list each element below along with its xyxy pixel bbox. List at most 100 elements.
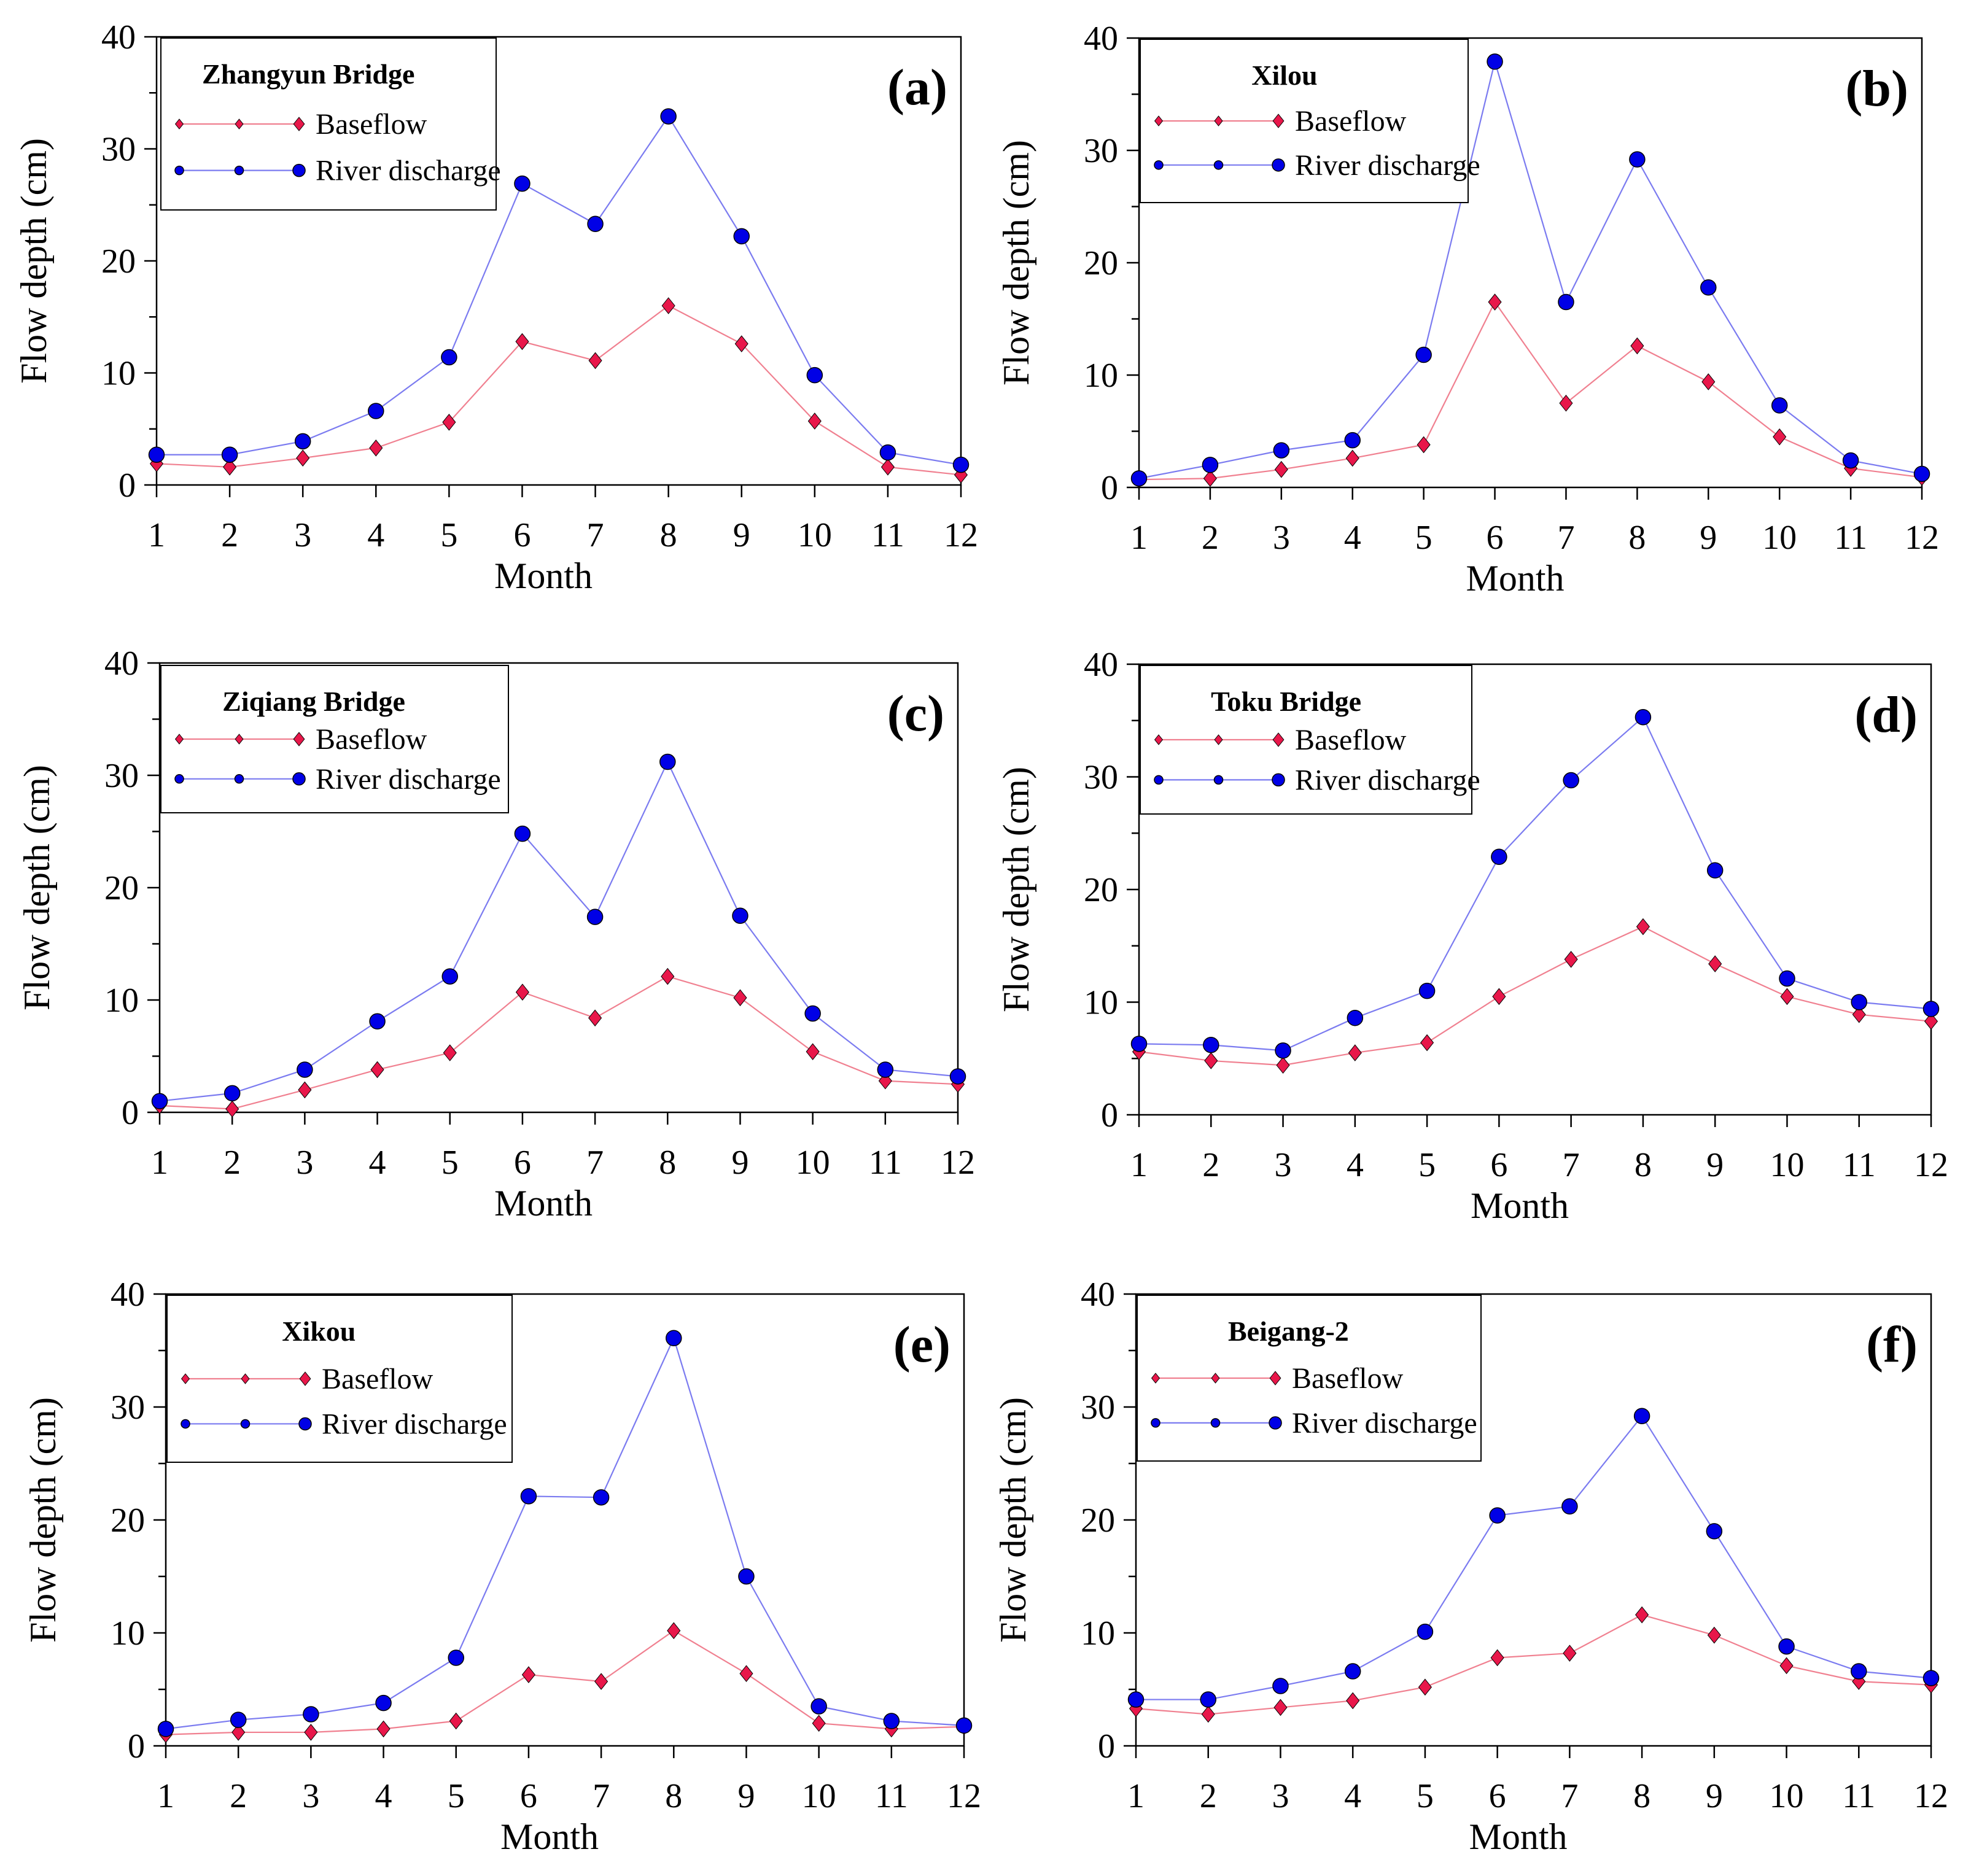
legend-station-name: Beigang-2 [1228, 1316, 1349, 1347]
baseflow-point [298, 1081, 312, 1099]
river-discharge-point [1635, 708, 1652, 726]
river-discharge-point [375, 1694, 392, 1711]
legend-marker [1269, 1371, 1281, 1386]
river-discharge-point [1913, 465, 1930, 483]
legend-marker [1211, 1373, 1220, 1384]
x-tick-label: 2 [1202, 1146, 1219, 1184]
legend-marker [174, 118, 184, 130]
x-tick-label: 2 [224, 1144, 241, 1182]
panel-letter: (f) [1866, 1316, 1918, 1373]
x-tick-label: 1 [1130, 1146, 1148, 1184]
legend-marker [181, 1373, 190, 1384]
legend: Xilou Baseflow River discharge [1140, 39, 1480, 203]
panel-letter: (c) [887, 685, 944, 742]
x-tick-label: 2 [1200, 1777, 1217, 1815]
legend-marker [1272, 773, 1285, 787]
legend-marker [293, 732, 305, 746]
legend-marker [293, 117, 305, 131]
x-tick-label: 7 [586, 1144, 604, 1182]
x-tick-label: 6 [1487, 519, 1504, 557]
river-discharge-point [949, 1068, 966, 1085]
series-line-river-discharge [1138, 716, 1932, 1052]
x-tick-label: 4 [1344, 519, 1361, 557]
baseflow-point [1708, 955, 1722, 972]
river-discharge-point [1200, 1691, 1216, 1708]
x-tick-label: 5 [1417, 1777, 1434, 1815]
river-discharge-point [1347, 1009, 1364, 1026]
river-discharge-point [1842, 452, 1859, 469]
baseflow-point [1203, 470, 1217, 487]
legend-marker [298, 1417, 312, 1431]
baseflow-point [442, 413, 456, 431]
y-axis-title: Flow depth (cm) [23, 1397, 63, 1643]
x-tick-label: 3 [294, 516, 311, 554]
river-discharge-point [883, 1713, 900, 1729]
river-discharge-point [877, 1061, 894, 1078]
baseflow-point [734, 335, 748, 352]
river-discharge-point [593, 1489, 610, 1506]
legend-label-river-discharge: River discharge [316, 155, 501, 187]
x-tick-label: 8 [1628, 519, 1646, 557]
x-tick-label: 9 [1706, 1146, 1724, 1184]
x-tick-label: 7 [593, 1777, 610, 1815]
legend-marker [174, 734, 184, 745]
y-tick-label: 40 [1081, 1276, 1115, 1314]
river-discharge-point [804, 1005, 821, 1022]
y-tick-label: 0 [122, 1094, 139, 1132]
series-line-river-discharge [159, 760, 958, 1102]
baseflow-point [1564, 950, 1578, 968]
legend-station-name: Ziqiang Bridge [222, 686, 405, 717]
x-tick-label: 1 [151, 1144, 168, 1182]
river-discharge-point [1127, 1691, 1145, 1708]
x-tick-label: 12 [1914, 1146, 1948, 1184]
x-axis-title: Month [494, 556, 593, 596]
baseflow-point [449, 1712, 463, 1730]
y-tick-label: 20 [1081, 1502, 1115, 1540]
river-discharge-point [738, 1568, 755, 1585]
river-discharge-point [1487, 53, 1503, 70]
legend-marker [234, 774, 244, 784]
legend-label-baseflow: Baseflow [1295, 105, 1407, 138]
x-axis-title: Month [1469, 1816, 1567, 1857]
legend-label-baseflow: Baseflow [1295, 724, 1407, 756]
legend-marker [174, 774, 184, 784]
river-discharge-point [441, 968, 458, 985]
baseflow-point [661, 967, 675, 985]
x-tick-label: 2 [1202, 519, 1219, 557]
river-discharge-point [1417, 1623, 1434, 1640]
baseflow-point [1348, 1044, 1362, 1061]
river-discharge-point [1344, 1663, 1361, 1680]
y-tick-label: 20 [1084, 871, 1118, 909]
legend-label-river-discharge: River discharge [1295, 149, 1480, 182]
x-axis-title: Month [500, 1816, 599, 1857]
series-line-baseflow [165, 1630, 965, 1735]
legend-marker [235, 734, 244, 745]
x-tick-label: 3 [296, 1144, 313, 1182]
river-discharge-point [1629, 151, 1646, 168]
legend-label-baseflow: Baseflow [322, 1363, 433, 1395]
legend-marker [1154, 775, 1164, 785]
x-tick-label: 7 [587, 516, 604, 554]
legend-marker [292, 163, 306, 177]
baseflow-point [521, 1666, 535, 1683]
y-tick-label: 20 [101, 242, 136, 281]
x-tick-label: 2 [221, 516, 238, 554]
x-tick-label: 6 [514, 1144, 531, 1182]
river-discharge-point [514, 825, 531, 842]
x-tick-label: 9 [737, 1777, 755, 1815]
baseflow-point [812, 1715, 826, 1732]
panel-letter: (e) [893, 1316, 951, 1373]
y-tick-label: 30 [1084, 132, 1118, 170]
x-tick-label: 5 [448, 1777, 465, 1815]
river-discharge-point [1202, 457, 1219, 473]
x-tick-label: 1 [157, 1777, 174, 1815]
river-discharge-point [1418, 982, 1436, 999]
legend-marker [1272, 732, 1285, 747]
x-tick-label: 4 [369, 1144, 386, 1182]
legend-marker [1154, 160, 1164, 170]
legend-label-baseflow: Baseflow [1292, 1362, 1404, 1395]
y-axis-title: Flow depth (cm) [14, 138, 54, 384]
legend-marker [1214, 115, 1223, 126]
river-discharge-point [660, 108, 677, 125]
x-tick-label: 12 [941, 1144, 975, 1182]
